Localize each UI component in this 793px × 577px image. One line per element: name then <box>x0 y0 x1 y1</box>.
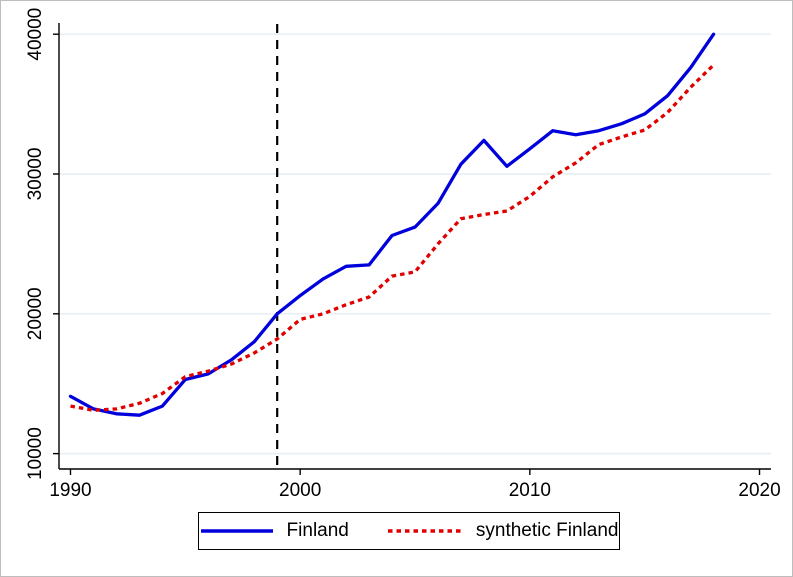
y-tick-label: 30000 <box>25 148 46 201</box>
y-tick-label: 20000 <box>25 287 46 340</box>
x-tick-label: 2000 <box>279 480 321 501</box>
legend-item-finland: Finland <box>200 520 349 542</box>
x-tick-label: 2010 <box>509 480 551 501</box>
x-tick-label: 1990 <box>49 480 91 501</box>
y-tick-label: 40000 <box>25 8 46 61</box>
series-line-synthetic-finland <box>70 63 715 412</box>
finland-line-sample <box>200 529 273 533</box>
legend-label-synthetic-finland: synthetic Finland <box>475 520 619 541</box>
chart-legend: Finland synthetic Finland <box>198 512 620 550</box>
y-tick-label: 10000 <box>25 427 46 480</box>
synthetic-finland-line-sample <box>387 529 462 533</box>
series-line-finland <box>68 32 716 417</box>
x-tick-label: 2020 <box>738 480 780 501</box>
legend-label-finland: Finland <box>286 520 349 541</box>
legend-item-synthetic-finland: synthetic Finland <box>387 520 619 542</box>
